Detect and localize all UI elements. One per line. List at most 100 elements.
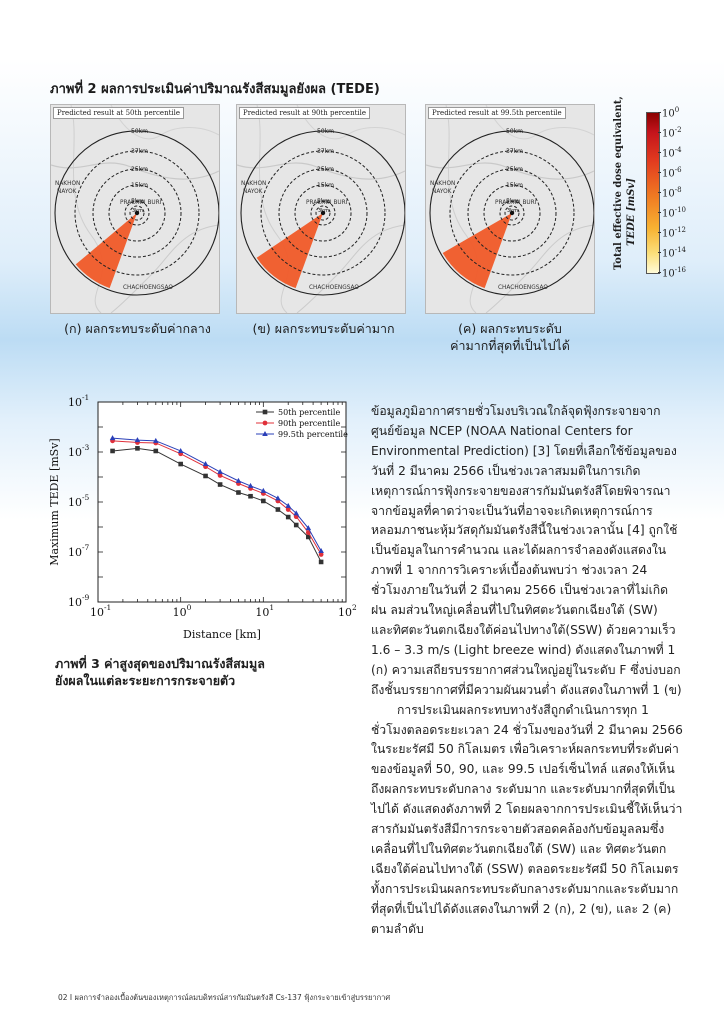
data-point (318, 547, 324, 553)
ring-label: 25km (317, 166, 334, 173)
distance-ring (240, 130, 405, 296)
colorbar-tick-label: 10-12 (662, 226, 687, 240)
legend-label: 90th percentile (278, 419, 340, 428)
y-tick-label: 10 (68, 596, 82, 609)
distance-ring (449, 150, 575, 276)
series-line (112, 437, 322, 552)
data-point (285, 514, 291, 520)
data-point (152, 437, 159, 443)
ring-label: 15km (317, 182, 334, 189)
distance-ring (467, 168, 557, 258)
road-line (296, 224, 405, 313)
colorbar-gradient (646, 112, 660, 274)
body-text: ข้อมูลภูมิอากาศรายชั่วโมงบริเวณใกล้จุดฟุ… (371, 402, 683, 939)
colorbar-tick-mark (658, 272, 661, 273)
data-point (275, 495, 281, 501)
legend-marker (262, 409, 268, 415)
ring-label: 25km (506, 166, 523, 173)
ring-label: 50km (317, 128, 334, 135)
distance-ring (278, 168, 368, 258)
data-point (305, 530, 311, 535)
data-point (248, 493, 253, 499)
plume-map: 50km37km25km15km5km3kmNAKHONNAYOKPRACHIN… (51, 105, 219, 313)
road-line (237, 162, 405, 180)
place-label: NAYOK (243, 189, 263, 195)
data-point (217, 482, 223, 487)
panel-caption-c: (ค) ผลกระทบระดับ ค่ามากที่สุดที่เป็นไปได… (415, 320, 605, 354)
colorbar-tick-label: 10-14 (662, 246, 687, 260)
data-point (285, 507, 291, 512)
panel-caption-b: (ข) ผลกระทบระดับค่ามาก (236, 320, 411, 337)
x-tick-label: 10 (255, 606, 269, 619)
colorbar-title-line1: Total effective dose equivalent, (613, 96, 624, 270)
ring-label: 15km (131, 182, 148, 189)
colorbar: Total effective dose equivalent, TEDE [m… (612, 96, 712, 280)
ring-label: 37km (506, 148, 523, 155)
colorbar-tick-mark (658, 172, 661, 173)
data-point (178, 461, 183, 467)
data-point (135, 446, 140, 451)
data-point (134, 437, 141, 443)
data-point (275, 507, 281, 512)
distance-ring (483, 184, 541, 242)
source-point (134, 210, 140, 216)
distance-ring (92, 168, 182, 258)
ring-label: 50km (506, 128, 523, 135)
colorbar-tick-mark (658, 252, 661, 253)
distance-ring (429, 130, 594, 296)
map-panel-99-5th: 50km37km25km15km5km3kmNAKHONNAYOKPRACHIN… (425, 104, 595, 314)
x-axis-label: Distance [km] (183, 628, 261, 641)
paragraph: ข้อมูลภูมิอากาศรายชั่วโมงบริเวณใกล้จุดฟุ… (371, 404, 682, 697)
place-label: CHACHOENGSAO (123, 285, 173, 291)
colorbar-tick-label: 10-2 (662, 126, 682, 140)
data-point (203, 473, 208, 479)
y-tick-exponent: -9 (82, 593, 90, 602)
data-point (110, 448, 115, 454)
distance-ring (499, 200, 525, 226)
y-tick-label: 10 (68, 496, 82, 509)
distance-ring (129, 205, 145, 221)
ring-label: 5km (317, 198, 330, 205)
colorbar-tick-label: 10-16 (662, 266, 687, 280)
ring-label: 50km (131, 128, 148, 135)
colorbar-tick-mark (658, 192, 661, 193)
ring-label: 37km (317, 148, 334, 155)
plume-wedge (75, 213, 137, 289)
road-line (51, 162, 219, 180)
x-tick-label: 10 (90, 606, 104, 619)
caption-line: ค่ามากที่สุดที่เป็นไปได้ (450, 338, 570, 353)
legend-label: 50th percentile (278, 408, 340, 417)
y-tick-label: 10 (68, 396, 82, 409)
x-tick-label: 10 (173, 606, 187, 619)
place-label: NAKHON (55, 181, 80, 187)
data-point (261, 498, 266, 504)
figure3-caption: ภาพที่ 3 ค่าสูงสุดของปริมาณรังสีสมมูล ยั… (55, 655, 285, 689)
place-label: CHACHOENGSAO (498, 285, 548, 291)
road-line (256, 105, 289, 313)
legend-marker (262, 431, 268, 436)
colorbar-tick-label: 10-6 (662, 166, 682, 180)
data-point (318, 559, 324, 565)
y-tick-exponent: -1 (82, 393, 89, 402)
data-point (247, 482, 254, 488)
page-footer: 02 I ผลการจำลองเบื้องต้นของเหตุการณ์ลมบด… (58, 993, 391, 1002)
colorbar-tick-label: 100 (662, 106, 680, 120)
ring-label: 5km (506, 198, 519, 205)
paragraph: การประเมินผลกระทบทางรังสีถูกดำเนินการทุก… (371, 702, 683, 936)
caption-line: (ข) ผลกระทบระดับค่ามาก (252, 321, 395, 336)
data-point (177, 447, 184, 453)
distance-ring (310, 200, 336, 226)
y-tick-label: 10 (68, 546, 82, 559)
distance-ring (504, 205, 520, 221)
panel-caption-a: (ก) ผลกระทบระดับค่ากลาง (50, 320, 225, 337)
colorbar-tick-mark (658, 232, 661, 233)
x-tick-exponent: -1 (104, 603, 111, 612)
legend-marker (262, 420, 268, 426)
ring-label: 25km (131, 166, 148, 173)
ring-label: 15km (506, 182, 523, 189)
place-label: PRACHIN BURI (120, 200, 162, 206)
place-label: NAYOK (432, 189, 452, 195)
data-point (293, 522, 299, 528)
plot-area (97, 401, 347, 603)
data-point (260, 487, 267, 493)
